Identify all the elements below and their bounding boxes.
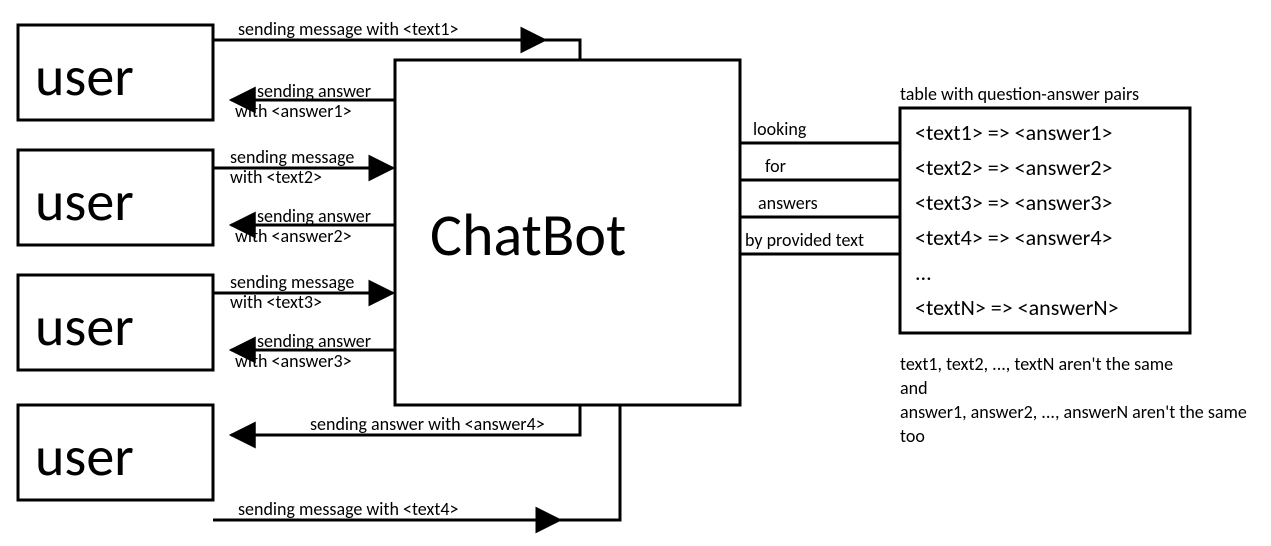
label-user1-send: sending message with <text1> bbox=[238, 18, 458, 40]
lookup-connector: looking for answers by provided text bbox=[740, 118, 900, 254]
label-user3-answer-l2: with <answer3> bbox=[235, 350, 352, 372]
lookup-line-3: answers bbox=[758, 192, 818, 214]
qa-table-box: <text1> => <answer1> <text2> => <answer2… bbox=[900, 108, 1190, 333]
edge-user2-send: sending message with <text2> bbox=[213, 146, 393, 188]
edge-user2-answer: sending answer with <answer2> bbox=[231, 205, 395, 247]
edge-user4-answer: sending answer with <answer4> bbox=[231, 405, 580, 435]
label-user3-answer-l1: sending answer bbox=[257, 330, 371, 352]
footnote-line-4: too bbox=[900, 425, 925, 447]
user-box-2: user bbox=[18, 150, 213, 245]
qa-row-3: <text3> => <answer3> bbox=[915, 189, 1112, 216]
qa-row-1: <text1> => <answer1> bbox=[915, 119, 1112, 146]
label-user4-send: sending message with <text4> bbox=[238, 498, 458, 520]
label-user4-answer: sending answer with <answer4> bbox=[310, 413, 545, 435]
chatbot-label: ChatBot bbox=[430, 199, 626, 272]
lookup-line-1: looking bbox=[753, 118, 807, 140]
table-title: table with question-answer pairs bbox=[900, 83, 1139, 105]
user-box-1: user bbox=[18, 25, 213, 120]
user-label-3: user bbox=[35, 293, 134, 361]
footnote-line-1: text1, text2, ..., textN aren't the same bbox=[900, 353, 1173, 375]
lookup-line-2: for bbox=[765, 155, 786, 177]
footnote-line-2: and bbox=[900, 377, 928, 399]
user-label-4: user bbox=[35, 423, 134, 491]
user-box-4: user bbox=[18, 405, 213, 500]
edge-user1-send: sending message with <text1> bbox=[213, 18, 580, 60]
user-label-2: user bbox=[35, 168, 134, 236]
edge-user3-answer: sending answer with <answer3> bbox=[231, 330, 395, 372]
edge-user3-send: sending message with <text3> bbox=[213, 271, 393, 313]
chatbot-box: ChatBot bbox=[395, 60, 740, 405]
qa-row-4: <text4> => <answer4> bbox=[915, 224, 1112, 251]
qa-row-6: <textN> => <answerN> bbox=[915, 294, 1119, 321]
label-user1-answer-l2: with <answer1> bbox=[235, 100, 352, 122]
footnote: text1, text2, ..., textN aren't the same… bbox=[900, 353, 1247, 447]
user-label-1: user bbox=[35, 43, 134, 111]
edge-user1-answer: sending answer with <answer1> bbox=[231, 80, 395, 122]
label-user2-send-l1: sending message bbox=[230, 146, 354, 168]
qa-row-5: ... bbox=[915, 259, 932, 286]
lookup-line-4: by provided text bbox=[745, 229, 864, 251]
label-user2-send-l2: with <text2> bbox=[230, 166, 322, 188]
footnote-line-3: answer1, answer2, ..., answerN aren't th… bbox=[900, 401, 1247, 423]
label-user2-answer-l1: sending answer bbox=[257, 205, 371, 227]
label-user3-send-l1: sending message bbox=[230, 271, 354, 293]
label-user2-answer-l2: with <answer2> bbox=[235, 225, 352, 247]
qa-row-2: <text2> => <answer2> bbox=[915, 154, 1112, 181]
user-box-3: user bbox=[18, 275, 213, 370]
label-user1-answer-l1: sending answer bbox=[257, 80, 371, 102]
label-user3-send-l2: with <text3> bbox=[230, 291, 322, 313]
